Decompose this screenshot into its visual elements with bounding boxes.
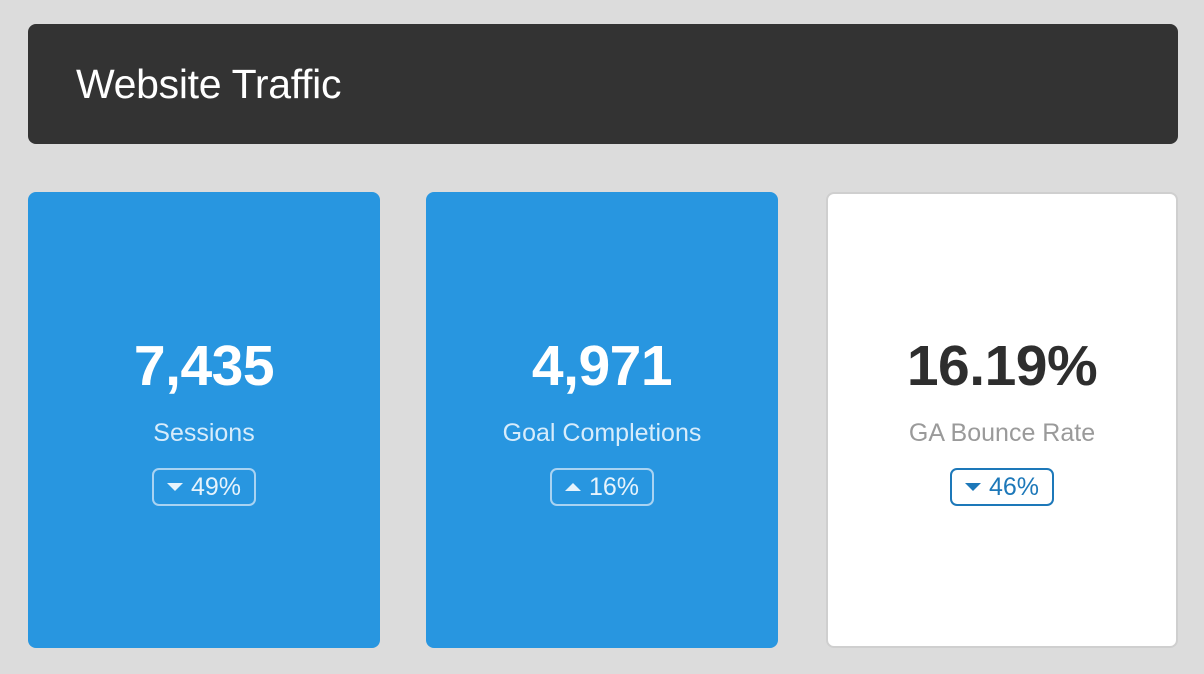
metric-label: GA Bounce Rate bbox=[908, 419, 1096, 447]
metric-card-bounce-rate[interactable]: 16.19% GA Bounce Rate 46% bbox=[826, 192, 1178, 648]
metric-card-sessions[interactable]: 7,435 Sessions 49% bbox=[28, 192, 380, 648]
change-value: 16% bbox=[588, 472, 640, 501]
page-title: Website Traffic bbox=[76, 60, 342, 107]
caret-down-icon bbox=[964, 483, 981, 491]
metric-value: 16.19% bbox=[906, 334, 1098, 398]
change-value: 49% bbox=[190, 472, 242, 501]
metric-card-goal-completions[interactable]: 4,971 Goal Completions 16% bbox=[426, 192, 778, 648]
change-value: 46% bbox=[988, 472, 1040, 501]
metric-value: 7,435 bbox=[133, 334, 275, 398]
change-badge: 16% bbox=[549, 468, 655, 506]
dashboard-header: Website Traffic bbox=[28, 24, 1178, 144]
change-badge: 49% bbox=[151, 468, 257, 506]
metric-label: Goal Completions bbox=[502, 419, 702, 447]
metric-label: Sessions bbox=[153, 419, 255, 447]
caret-down-icon bbox=[166, 483, 183, 491]
caret-up-icon bbox=[564, 483, 581, 491]
change-badge: 46% bbox=[949, 468, 1055, 506]
metric-value: 4,971 bbox=[531, 334, 673, 398]
